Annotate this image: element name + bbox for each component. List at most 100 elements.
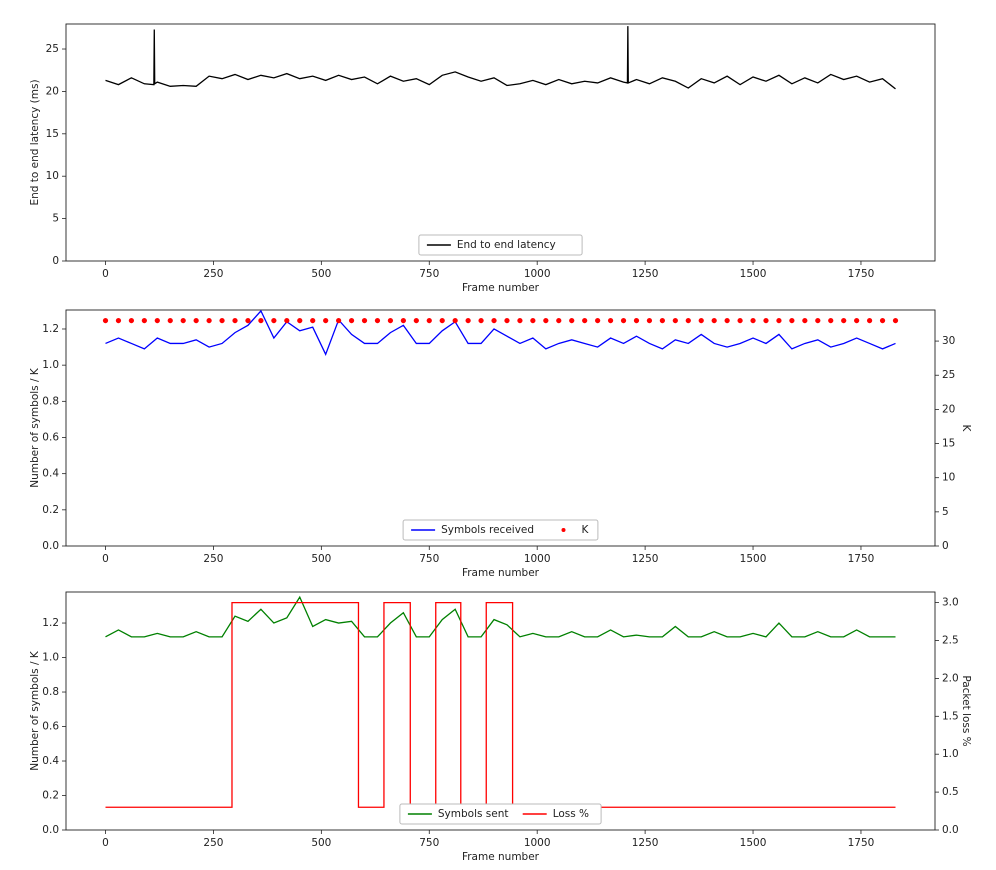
y-axis-label: Number of symbols / K	[29, 650, 41, 771]
x-tick-label: 500	[311, 837, 331, 849]
series-point	[193, 317, 199, 324]
y-tick-label: 1.0	[42, 652, 59, 664]
legend: End to end latency	[418, 234, 583, 256]
series-point	[128, 317, 135, 324]
series-point	[141, 317, 147, 324]
x-tick-label: 500	[311, 268, 331, 280]
series-point	[245, 317, 251, 324]
series-point	[348, 317, 355, 324]
series-point	[841, 317, 847, 324]
legend-label: End to end latency	[457, 239, 556, 251]
series-line	[105, 26, 896, 90]
series-point	[374, 317, 381, 324]
y-tick-label: 20	[46, 85, 59, 97]
series-point	[685, 317, 691, 324]
legend-label: Loss %	[553, 808, 589, 820]
y2-tick-label: 10	[942, 472, 955, 484]
x-tick-label: 1000	[524, 268, 551, 280]
series-point	[892, 317, 899, 324]
y-tick-label: 25	[46, 43, 59, 55]
series-point	[361, 317, 368, 324]
series-point	[789, 317, 795, 324]
series-point	[724, 317, 730, 324]
x-tick-label: 1000	[524, 553, 551, 565]
y-tick-label: 5	[52, 213, 59, 225]
series-point	[258, 317, 264, 324]
y2-tick-label: 15	[942, 438, 955, 450]
y2-tick-label: 0	[942, 540, 949, 552]
legend-label: K	[582, 524, 590, 536]
y2-axis-label: K	[960, 425, 972, 433]
x-tick-label: 0	[102, 837, 109, 849]
series-point	[232, 317, 238, 324]
y-tick-label: 15	[46, 128, 59, 140]
series-point	[167, 317, 173, 324]
x-tick-label: 750	[419, 268, 439, 280]
y-tick-label: 1.0	[42, 359, 59, 371]
y-axis-label: Number of symbols / K	[29, 367, 41, 488]
series-point	[659, 317, 665, 324]
series-point	[115, 317, 122, 324]
x-tick-label: 1500	[740, 837, 767, 849]
series-point	[478, 317, 484, 324]
series-point	[620, 317, 627, 324]
series-point	[465, 317, 471, 324]
series-point	[219, 317, 225, 324]
series-point	[556, 317, 562, 324]
x-tick-label: 1500	[740, 553, 767, 565]
y-tick-label: 0.0	[42, 824, 59, 836]
series-point	[646, 317, 653, 324]
series-point	[517, 317, 523, 324]
x-tick-label: 1250	[632, 268, 659, 280]
x-tick-label: 250	[203, 837, 223, 849]
y-tick-label: 0.2	[42, 504, 59, 516]
legend: Symbols received K	[402, 519, 599, 541]
y2-tick-label: 2.5	[942, 635, 959, 647]
x-axis-label: Frame number	[462, 567, 540, 579]
y-tick-label: 0	[52, 255, 59, 267]
y2-tick-label: 25	[942, 369, 955, 381]
series-point	[543, 317, 549, 324]
series-line	[105, 595, 896, 638]
plot-frame	[65, 591, 936, 831]
x-tick-label: 1250	[632, 553, 659, 565]
y2-tick-label: 5	[942, 506, 949, 518]
subplot: 0 250 500 750 1000 1250 1500 1750 Frame number 0 5…	[29, 23, 936, 294]
x-tick-label: 0	[102, 553, 109, 565]
y-tick-label: 0.0	[42, 540, 59, 552]
y2-axis-label: Packet loss %	[960, 675, 972, 746]
subplot: 0 250 500 750 1000 1250 1500 1750 Frame number 0.…	[29, 591, 972, 863]
series-point	[413, 317, 419, 324]
x-tick-label: 250	[203, 268, 223, 280]
series-point	[530, 317, 536, 324]
x-axis-label: Frame number	[462, 282, 540, 294]
plot-frame	[65, 309, 936, 547]
y-tick-label: 0.6	[42, 431, 59, 443]
y-tick-label: 0.8	[42, 395, 59, 407]
series-point	[491, 317, 497, 324]
x-tick-label: 1000	[524, 837, 551, 849]
y-tick-label: 10	[46, 170, 59, 182]
series-point	[426, 317, 432, 324]
y2-tick-label: 1.0	[942, 748, 959, 760]
series-point	[102, 317, 109, 324]
y2-tick-label: 2.0	[942, 672, 959, 684]
legend-label: Symbols sent	[438, 808, 509, 820]
x-tick-label: 750	[419, 837, 439, 849]
y2-tick-label: 3.0	[942, 597, 959, 609]
series-point	[879, 317, 886, 324]
series-point	[802, 317, 808, 324]
x-tick-label: 1500	[740, 268, 767, 280]
y-tick-label: 0.8	[42, 686, 59, 698]
series-point	[310, 317, 316, 324]
x-axis-label: Frame number	[462, 851, 540, 863]
y-tick-label: 1.2	[42, 323, 59, 335]
series-point	[387, 317, 394, 324]
series-point	[698, 317, 704, 324]
y2-tick-label: 20	[942, 403, 955, 415]
y-tick-label: 0.4	[42, 755, 59, 767]
series-point	[815, 317, 821, 324]
series-point	[763, 317, 769, 324]
series-point	[854, 317, 860, 324]
